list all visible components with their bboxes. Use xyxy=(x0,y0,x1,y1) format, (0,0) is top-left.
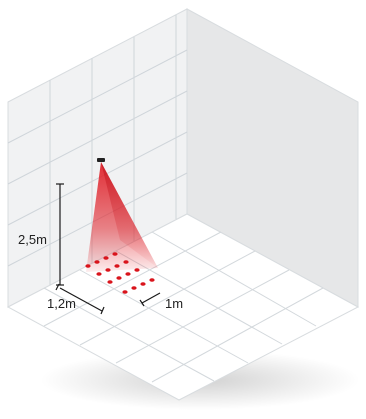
detection-dots xyxy=(85,252,155,294)
detection-dot xyxy=(85,264,91,268)
detection-dot xyxy=(114,264,120,268)
detection-dot xyxy=(149,278,155,282)
height-dimension xyxy=(56,183,64,286)
detection-dot xyxy=(125,272,131,276)
detection-dot xyxy=(122,290,128,294)
detection-dot xyxy=(94,260,100,264)
height-label: 2,5m xyxy=(18,232,47,247)
detection-dot xyxy=(131,286,137,290)
detection-dot xyxy=(123,260,129,264)
detection-dot xyxy=(103,256,109,260)
width-label: 1m xyxy=(165,296,183,311)
detection-dot xyxy=(105,268,111,272)
depth-dimension xyxy=(55,283,105,315)
ceiling-sensor-icon xyxy=(97,158,105,162)
detection-dot xyxy=(112,252,118,256)
depth-label: 1,2m xyxy=(47,296,76,311)
detection-dot xyxy=(107,280,113,284)
detection-dot xyxy=(116,276,122,280)
width-dimension xyxy=(139,292,161,307)
detection-beam-shade xyxy=(101,162,158,268)
detection-dot xyxy=(140,282,146,286)
detection-dot xyxy=(134,268,140,272)
detection-dot xyxy=(96,272,102,276)
